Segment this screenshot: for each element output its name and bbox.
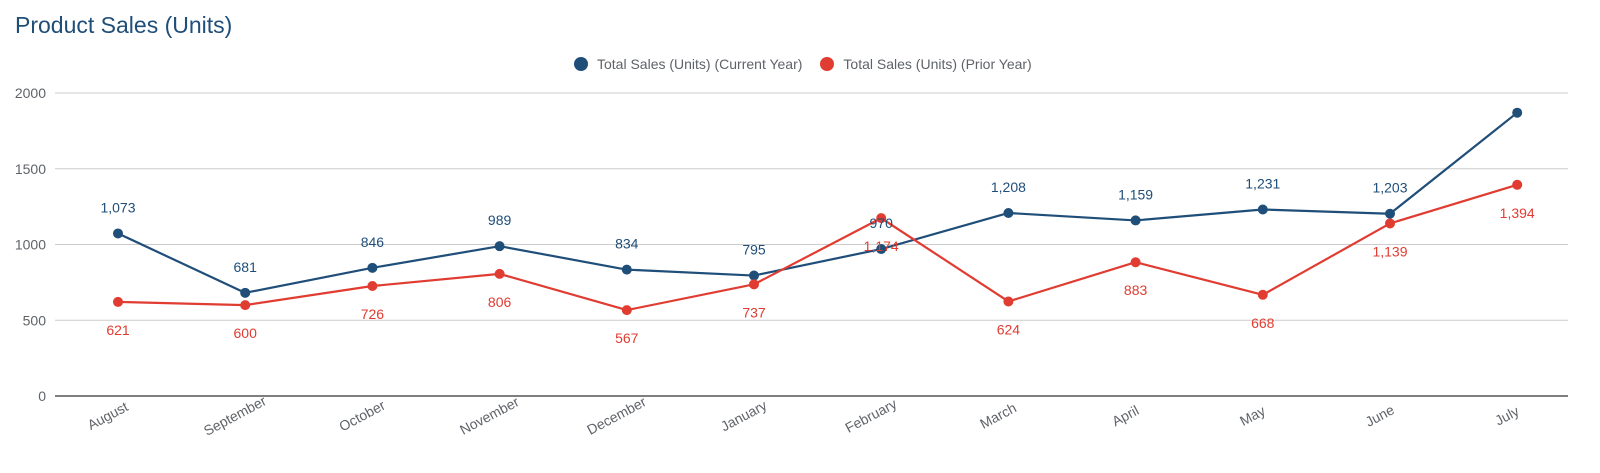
x-tick-label: September: [201, 392, 269, 438]
y-tick-label: 1000: [15, 237, 46, 253]
x-tick-label: May: [1237, 402, 1268, 429]
data-point-prior-year[interactable]: [494, 268, 505, 279]
data-label-current-year: 1,203: [1372, 180, 1407, 196]
data-label-prior-year: 883: [1124, 282, 1148, 298]
legend-label-prior-year: Total Sales (Units) (Prior Year): [843, 56, 1032, 72]
data-label-current-year: 795: [742, 242, 766, 258]
data-point-current-year[interactable]: [621, 264, 632, 275]
data-point-current-year[interactable]: [1385, 208, 1395, 219]
data-label-prior-year: 668: [1251, 315, 1275, 331]
data-label-prior-year: 737: [742, 304, 766, 320]
data-point-prior-year[interactable]: [240, 300, 251, 311]
data-point-prior-year[interactable]: [876, 213, 887, 224]
chart-title: Product Sales (Units): [15, 12, 233, 38]
x-tick-label: November: [457, 393, 522, 438]
y-tick-label: 0: [38, 388, 46, 404]
data-point-current-year[interactable]: [1130, 215, 1141, 226]
y-tick-label: 2000: [15, 85, 46, 101]
data-label-current-year: 1,208: [991, 179, 1026, 195]
data-label-prior-year: 624: [997, 321, 1021, 337]
legend-item-current-year[interactable]: Total Sales (Units) (Current Year): [574, 56, 802, 72]
data-point-current-year[interactable]: [240, 287, 251, 298]
data-label-prior-year: 567: [615, 330, 639, 346]
gridlines: [55, 92, 1568, 397]
legend-marker-prior-year: [820, 57, 835, 71]
series-line-current-year: [117, 111, 1518, 294]
series-layer: [113, 107, 1523, 316]
data-label-current-year: 1,073: [100, 199, 135, 215]
data-point-prior-year[interactable]: [113, 296, 123, 307]
data-label-current-year: 834: [615, 236, 639, 252]
data-label-current-year: 681: [234, 259, 258, 275]
data-point-prior-year[interactable]: [1257, 289, 1268, 300]
data-label-current-year: 970: [870, 215, 894, 231]
data-point-prior-year[interactable]: [1512, 179, 1523, 190]
data-point-prior-year[interactable]: [1130, 257, 1141, 268]
data-label-prior-year: 621: [106, 322, 130, 338]
legend-item-prior-year[interactable]: Total Sales (Units) (Prior Year): [820, 56, 1032, 72]
data-label-prior-year: 1,394: [1500, 205, 1535, 221]
x-tick-label: July: [1492, 403, 1522, 429]
x-tick-label: April: [1109, 402, 1141, 429]
x-tick-label: December: [584, 393, 649, 438]
y-tick-label: 1500: [15, 161, 46, 177]
series-line-prior-year: [117, 183, 1518, 312]
x-tick-label: October: [336, 397, 388, 435]
data-point-prior-year[interactable]: [621, 305, 632, 316]
y-tick-label: 500: [23, 312, 47, 328]
legend-marker-current-year: [574, 57, 588, 71]
data-label-prior-year: 726: [361, 306, 385, 322]
data-point-prior-year[interactable]: [1385, 218, 1395, 229]
data-point-current-year[interactable]: [1003, 207, 1014, 218]
y-axis: 0 500 1000 1500 2000: [15, 85, 46, 404]
x-tick-label: February: [842, 395, 899, 435]
x-axis: August September October November December Ja…: [85, 392, 1522, 438]
data-label-prior-year: 1,174: [864, 238, 899, 254]
data-point-current-year[interactable]: [1257, 204, 1268, 215]
data-label-prior-year: 806: [488, 294, 512, 310]
x-tick-label: January: [718, 397, 769, 435]
data-point-prior-year[interactable]: [367, 281, 378, 292]
legend: Total Sales (Units) (Current Year) Total…: [574, 53, 1050, 75]
data-labels: 1,073 681 846 989 834 795 970 1,208 1,159 1,231 1,…: [100, 176, 1534, 347]
data-point-current-year[interactable]: [1512, 107, 1523, 118]
data-label-current-year: 1,159: [1118, 186, 1153, 202]
data-label-current-year: 989: [488, 212, 512, 228]
data-point-current-year[interactable]: [876, 244, 887, 255]
data-label-current-year: 1,231: [1245, 176, 1280, 192]
data-label-current-year: 846: [361, 234, 385, 250]
x-tick-label: June: [1362, 401, 1397, 429]
x-tick-label: August: [85, 398, 131, 433]
data-point-current-year[interactable]: [367, 262, 378, 273]
data-point-current-year[interactable]: [749, 270, 759, 281]
x-tick-label: March: [977, 399, 1019, 431]
data-point-current-year[interactable]: [494, 241, 505, 252]
data-label-prior-year: 1,139: [1372, 243, 1407, 259]
data-point-prior-year[interactable]: [749, 279, 759, 290]
data-label-prior-year: 600: [234, 325, 258, 341]
data-point-current-year[interactable]: [113, 228, 123, 239]
legend-label-current-year: Total Sales (Units) (Current Year): [597, 56, 803, 72]
data-point-prior-year[interactable]: [1003, 296, 1014, 307]
